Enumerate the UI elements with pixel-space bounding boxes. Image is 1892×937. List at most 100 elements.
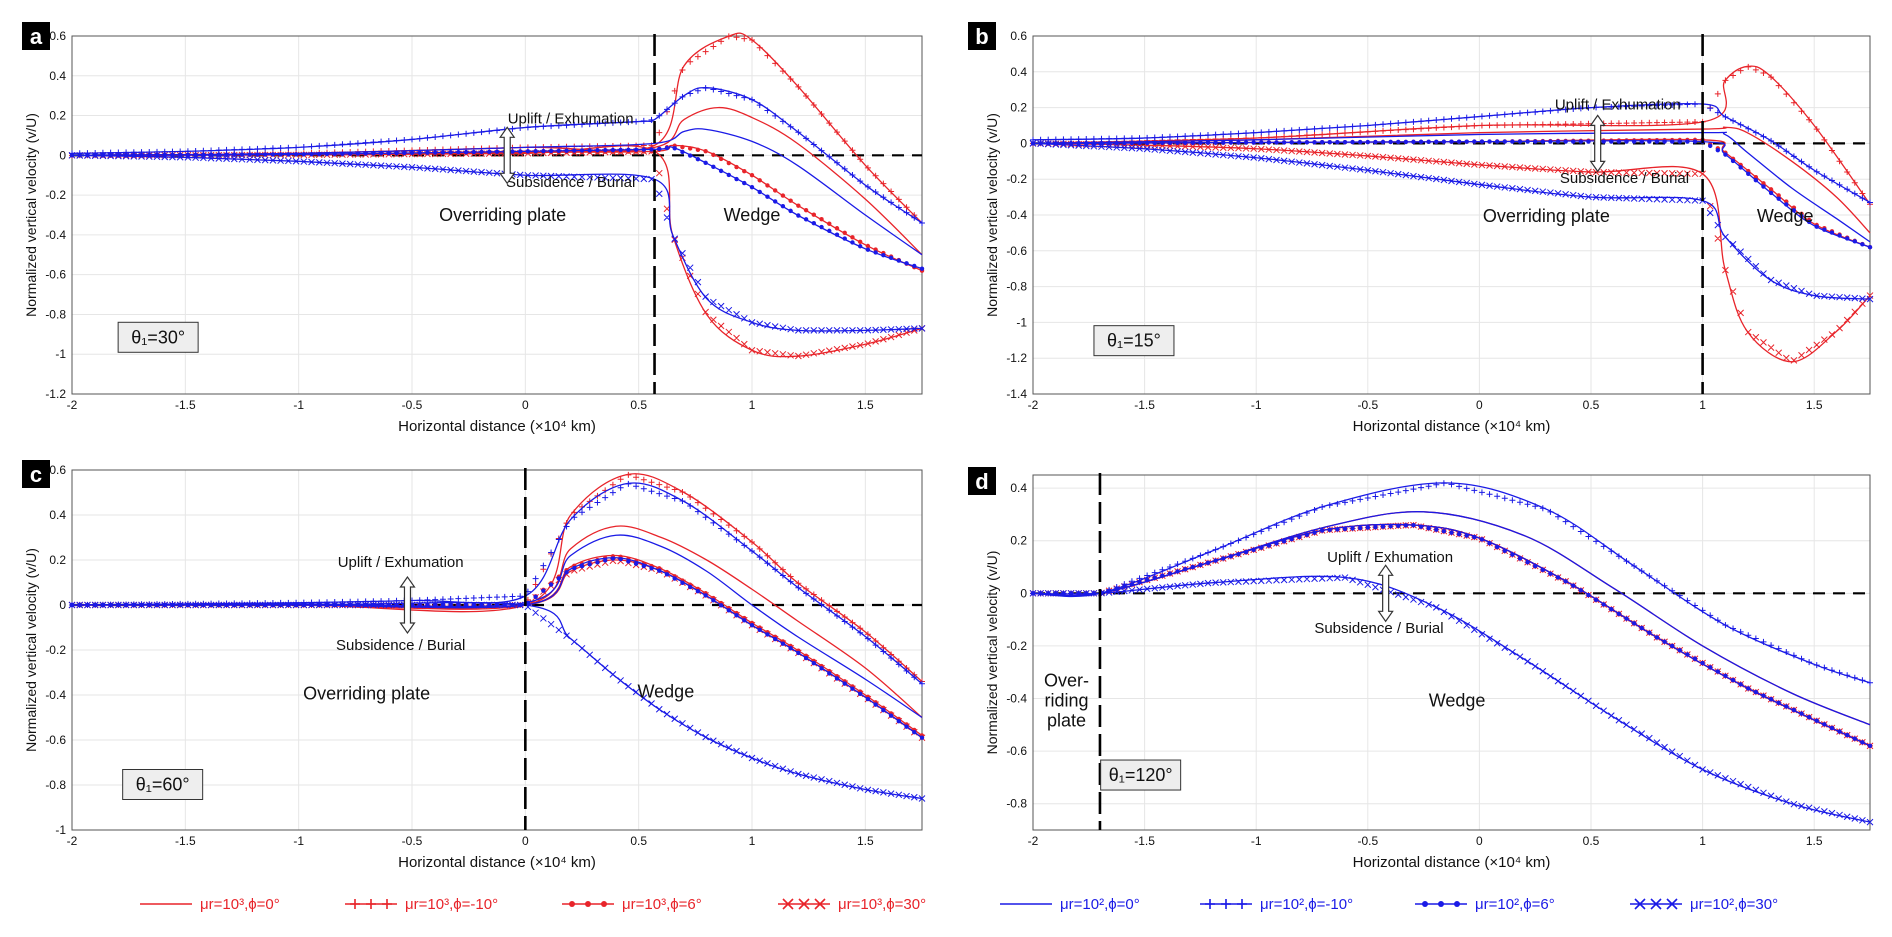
series-marker bbox=[1510, 139, 1515, 144]
series-marker bbox=[757, 627, 762, 633]
series-marker bbox=[780, 193, 786, 198]
series-marker bbox=[734, 176, 739, 182]
series-marker bbox=[1867, 245, 1873, 250]
series-marker bbox=[201, 152, 206, 157]
y-tick-label: -0.4 bbox=[45, 688, 66, 702]
series-blue-plus bbox=[1030, 480, 1873, 686]
x-tick-label: -1.5 bbox=[175, 834, 196, 848]
series-marker bbox=[919, 266, 925, 271]
series-marker bbox=[1799, 711, 1804, 716]
series-marker bbox=[1715, 669, 1721, 674]
y-tick-label: -0.6 bbox=[45, 268, 66, 282]
y-tick-label: 0.2 bbox=[1010, 534, 1027, 548]
series-marker bbox=[649, 147, 654, 152]
series-marker bbox=[1494, 544, 1500, 550]
series-marker bbox=[417, 150, 422, 155]
series-marker bbox=[842, 230, 847, 235]
y-tick-label: 0 bbox=[1020, 586, 1027, 600]
series-marker bbox=[1198, 562, 1203, 568]
series-marker bbox=[765, 632, 770, 637]
series-line bbox=[1032, 138, 1871, 248]
series-marker bbox=[687, 153, 693, 158]
x-tick-label: -0.5 bbox=[402, 834, 423, 848]
series-marker bbox=[1829, 230, 1835, 235]
y-tick-label: -0.4 bbox=[1006, 692, 1027, 706]
series-marker bbox=[1563, 139, 1568, 144]
series-marker bbox=[1738, 165, 1743, 170]
y-tick-label: -0.6 bbox=[1006, 244, 1027, 258]
series-line bbox=[1032, 482, 1871, 684]
legend-marker bbox=[585, 901, 591, 907]
region-right-label: Wedge bbox=[1429, 690, 1486, 710]
series-marker bbox=[1616, 611, 1622, 617]
y-tick-label: -0.6 bbox=[45, 733, 66, 747]
series-line bbox=[1032, 142, 1871, 300]
x-tick-label: 1 bbox=[1699, 398, 1706, 412]
series-marker bbox=[1441, 139, 1447, 144]
x-tick-label: -2 bbox=[67, 834, 78, 848]
series-marker bbox=[1091, 140, 1097, 146]
series-marker bbox=[1624, 616, 1629, 621]
series-blue-none bbox=[1032, 131, 1871, 243]
series-marker bbox=[1297, 534, 1302, 540]
series-marker bbox=[208, 152, 214, 157]
series-marker bbox=[587, 148, 592, 153]
series-marker bbox=[1228, 140, 1234, 145]
series-marker bbox=[1213, 140, 1218, 145]
series-marker bbox=[1563, 579, 1568, 584]
x-axis-label: Horizontal distance (×10⁴ km) bbox=[398, 854, 596, 871]
series-marker bbox=[687, 584, 693, 590]
series-marker bbox=[742, 618, 747, 623]
double-arrow-icon bbox=[399, 575, 416, 635]
series-marker bbox=[1205, 140, 1211, 145]
uplift-label: Uplift / Exhumation bbox=[508, 111, 634, 128]
series-marker bbox=[896, 258, 902, 263]
series-marker bbox=[1167, 140, 1173, 146]
series-marker bbox=[270, 152, 276, 157]
series-marker bbox=[1449, 530, 1454, 535]
y-tick-label: -0.8 bbox=[45, 778, 66, 792]
series-marker bbox=[1350, 139, 1355, 145]
series-marker bbox=[487, 149, 492, 155]
series-marker bbox=[796, 203, 801, 208]
y-tick-label: 0.4 bbox=[1010, 65, 1027, 79]
legend-entry: μr=10²,ϕ=-10° bbox=[1200, 896, 1353, 913]
region-left-label: plate bbox=[1047, 710, 1086, 730]
series-marker bbox=[912, 730, 917, 735]
series-marker bbox=[803, 207, 809, 213]
series-marker bbox=[1647, 630, 1652, 635]
series-marker bbox=[1593, 597, 1599, 602]
series-marker bbox=[749, 173, 755, 178]
series-marker bbox=[672, 146, 677, 151]
series-marker bbox=[1548, 139, 1553, 144]
series-line bbox=[1032, 523, 1871, 747]
series-marker bbox=[726, 160, 732, 166]
x-tick-label: -1 bbox=[293, 834, 304, 848]
series-marker bbox=[1814, 718, 1819, 723]
x-tick-label: 1.5 bbox=[1806, 834, 1823, 848]
x-tick-label: -1 bbox=[293, 398, 304, 412]
series-blue-none bbox=[71, 128, 923, 256]
y-tick-label: 0.4 bbox=[49, 508, 66, 522]
series-line bbox=[71, 154, 923, 332]
series-marker bbox=[1654, 635, 1660, 640]
series-marker bbox=[1160, 140, 1165, 146]
series-marker bbox=[695, 147, 701, 153]
series-marker bbox=[533, 594, 538, 600]
series-marker bbox=[1464, 533, 1469, 538]
series-marker bbox=[1373, 524, 1378, 530]
subsidence-label: Subsidence / Burial bbox=[1560, 170, 1689, 187]
series-blue-dot bbox=[69, 556, 925, 740]
x-tick-label: -1.5 bbox=[1134, 398, 1155, 412]
series-marker bbox=[533, 148, 538, 154]
series-marker bbox=[1852, 239, 1857, 244]
series-marker bbox=[633, 147, 639, 152]
series-marker bbox=[1182, 567, 1188, 572]
double-arrow-icon bbox=[1589, 114, 1606, 173]
series-marker bbox=[1723, 673, 1728, 678]
series-blue-none bbox=[71, 534, 923, 719]
series-marker bbox=[757, 178, 762, 183]
legend-label: μr=10³,ϕ=30° bbox=[838, 896, 926, 913]
series-marker bbox=[1654, 139, 1660, 144]
